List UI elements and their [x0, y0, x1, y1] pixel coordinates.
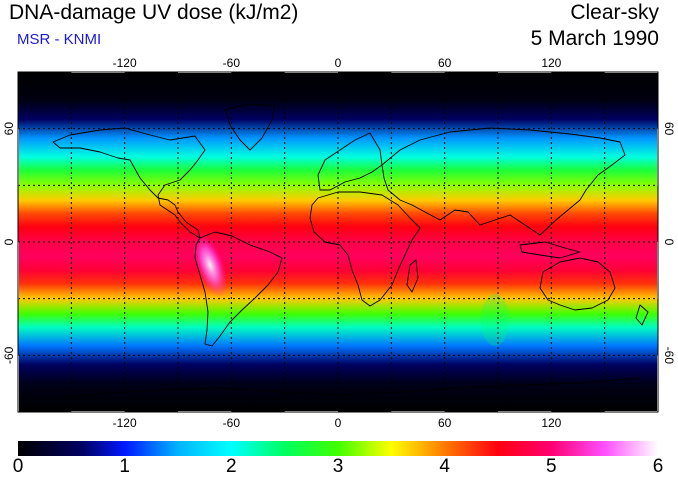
new-zealand-coast	[635, 304, 649, 326]
colorbar-label: 2	[226, 456, 237, 477]
colorbar-label: 6	[652, 456, 664, 477]
lon-tick-label: 120	[541, 56, 561, 70]
andes-peak	[192, 232, 228, 298]
colorbar-label: 3	[332, 456, 344, 477]
colorbar	[18, 441, 658, 456]
lat-tick-label: 60	[2, 122, 16, 136]
date-label: 5 March 1990	[530, 27, 659, 50]
lat-labels-left: 60 0 -60	[2, 122, 16, 364]
south-america-coast	[194, 231, 283, 347]
lat-tick-label: -60	[662, 347, 676, 365]
indonesia-coast	[519, 241, 581, 259]
colorbar-label: 5	[546, 456, 557, 477]
lon-tick-label: -60	[223, 416, 241, 430]
map-frame	[17, 71, 659, 413]
lon-tick-label: 120	[541, 416, 561, 430]
lat-tick-label: 0	[662, 239, 676, 246]
antarctica-coast	[59, 377, 641, 399]
africa-coast	[309, 191, 421, 307]
lon-labels-top: -120 -60 0 60 120	[113, 56, 562, 70]
lon-tick-label: 60	[438, 56, 452, 70]
lat-tick-label: 0	[2, 238, 16, 245]
colorbar-label: 0	[12, 456, 24, 477]
lat-tick-label: 60	[662, 122, 676, 136]
north-america-coast	[52, 127, 206, 239]
lon-labels-bottom: -120 -60 0 60 120	[113, 416, 562, 430]
lat-labels-right: 60 0 -60	[662, 122, 676, 364]
lon-tick-label: 60	[438, 416, 452, 430]
asia-coast	[381, 127, 626, 236]
graticule	[18, 72, 658, 412]
australia-coast	[539, 257, 616, 311]
coastlines	[52, 103, 649, 399]
sky-condition-label: Clear-sky	[570, 1, 659, 24]
lon-tick-label: -60	[223, 56, 241, 70]
madagascar-coast	[406, 259, 419, 293]
lon-tick-label: 0	[335, 56, 342, 70]
greenland-coast	[224, 103, 276, 151]
lon-tick-label: -120	[113, 416, 137, 430]
europe-coast	[317, 132, 383, 191]
indian-ocean-tongue	[481, 294, 509, 346]
colorbar-label: 1	[119, 456, 130, 477]
lon-tick-label: -120	[113, 56, 137, 70]
colorbar-label: 4	[439, 456, 450, 477]
lat-tick-label: -60	[2, 346, 16, 364]
map-title: DNA-damage UV dose (kJ/m2)	[9, 1, 299, 24]
source-label: MSR - KNMI	[17, 31, 102, 48]
map-border	[17, 71, 659, 413]
lon-tick-label: 0	[335, 416, 342, 430]
